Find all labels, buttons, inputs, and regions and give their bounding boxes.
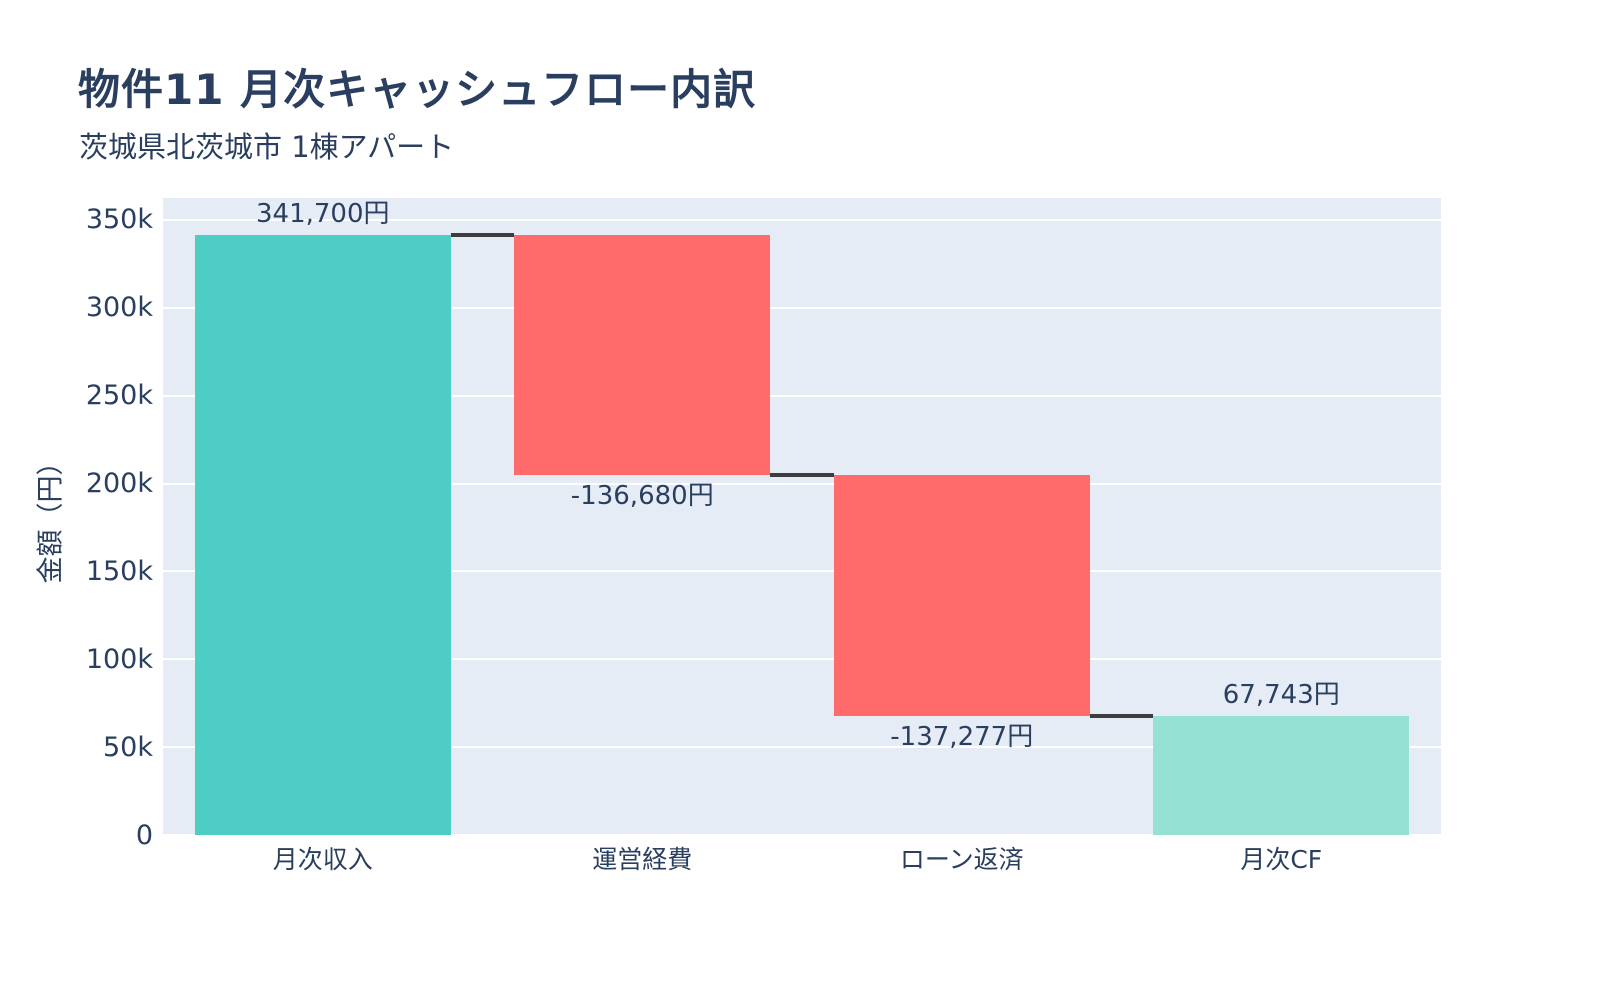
chart-subtitle: 茨城県北茨城市 1棟アパート [79,130,455,164]
x-tick-label: 運営経費 [592,845,693,874]
y-tick-label: 0 [135,819,153,851]
waterfall-connector [450,232,515,237]
y-tick-label: 100k [85,643,153,675]
waterfall-connector [1089,713,1154,718]
chart-title: 物件11 月次キャッシュフロー内訳 [78,65,757,114]
bar-value-label: 67,743円 [1222,679,1340,710]
bar-value-label: -137,277円 [890,721,1034,752]
gridline-50k [163,746,1441,749]
y-tick-label: 250k [85,380,153,412]
x-tick-label: 月次CF [1240,845,1323,874]
waterfall-bar-2[interactable] [514,234,771,475]
gridline-150k [163,570,1441,573]
bar-value-label: 341,700円 [255,198,390,229]
gridline-300k [163,306,1441,309]
gridline-350k [163,218,1441,221]
gridline-0 [163,834,1441,835]
gridline-250k [163,394,1441,397]
waterfall-connector [770,472,834,477]
gridline-200k [163,482,1441,485]
waterfall-bar-3[interactable] [833,474,1090,716]
bar-value-label: -136,680円 [570,480,714,511]
y-tick-label: 350k [85,204,153,236]
gridline-100k [163,658,1441,661]
y-tick-label: 50k [103,731,153,763]
waterfall-bar-4[interactable] [1153,715,1410,835]
x-tick-label: ローン返済 [899,845,1024,874]
y-tick-label: 150k [85,555,153,587]
waterfall-bar-1[interactable] [194,234,451,835]
x-tick-label: 月次収入 [272,845,373,874]
y-tick-label: 200k [85,468,153,500]
y-tick-label: 300k [85,292,153,324]
